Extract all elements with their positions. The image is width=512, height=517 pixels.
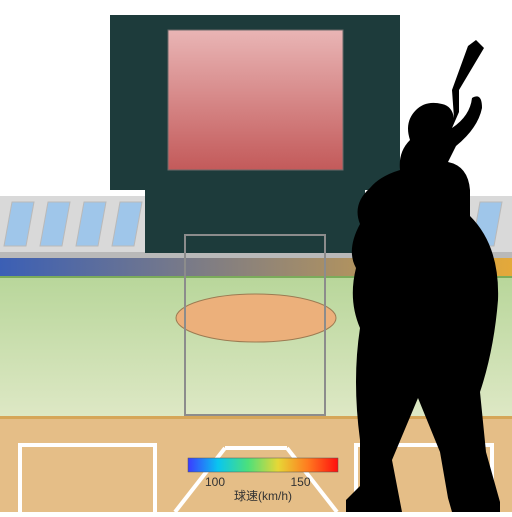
legend-tick: 150 [290, 475, 310, 489]
legend-tick: 100 [205, 475, 225, 489]
batter-earflap [426, 122, 438, 134]
scoreboard-screen [168, 30, 343, 170]
legend-label: 球速(km/h) [234, 489, 292, 503]
pitchers-mound [176, 294, 336, 342]
speed-legend-bar [188, 458, 338, 472]
scoreboard-base [145, 188, 365, 253]
pitch-chart: 100 150球速(km/h) [0, 0, 512, 512]
